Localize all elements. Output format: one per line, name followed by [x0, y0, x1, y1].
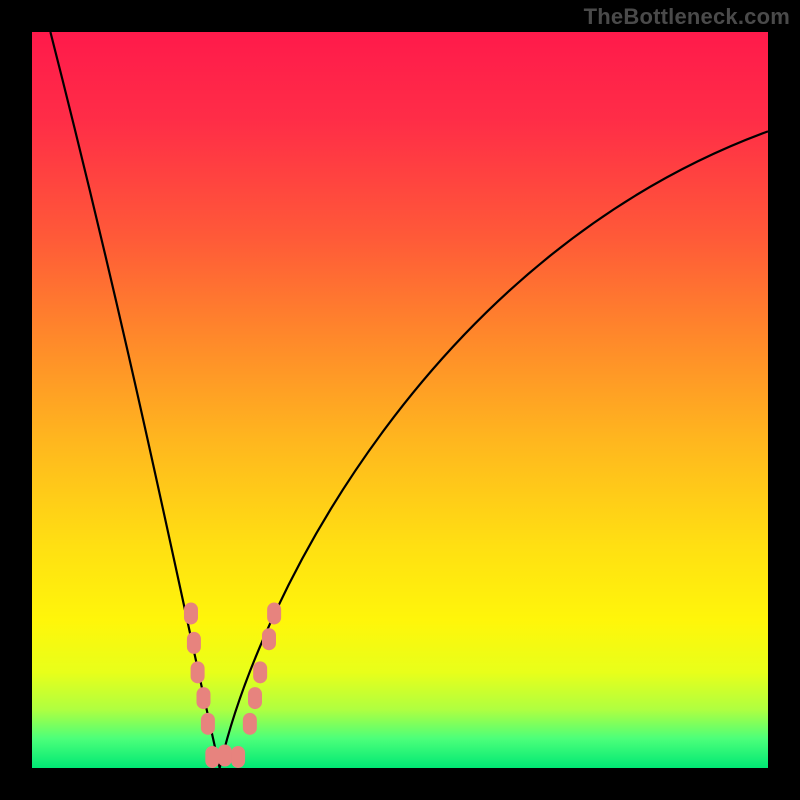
data-marker	[253, 661, 267, 683]
plot-area	[32, 32, 768, 768]
data-marker	[205, 746, 219, 768]
data-marker	[248, 687, 262, 709]
data-marker	[267, 602, 281, 624]
data-marker	[201, 713, 215, 735]
data-marker	[262, 628, 276, 650]
data-marker	[187, 632, 201, 654]
bottleneck-curve	[50, 32, 768, 768]
data-marker	[231, 746, 245, 768]
data-marker	[184, 602, 198, 624]
data-marker	[218, 744, 232, 766]
data-marker	[196, 687, 210, 709]
chart-container: TheBottleneck.com	[0, 0, 800, 800]
curve-layer	[32, 32, 768, 768]
watermark-text: TheBottleneck.com	[584, 4, 790, 30]
data-marker	[191, 661, 205, 683]
data-marker	[243, 713, 257, 735]
